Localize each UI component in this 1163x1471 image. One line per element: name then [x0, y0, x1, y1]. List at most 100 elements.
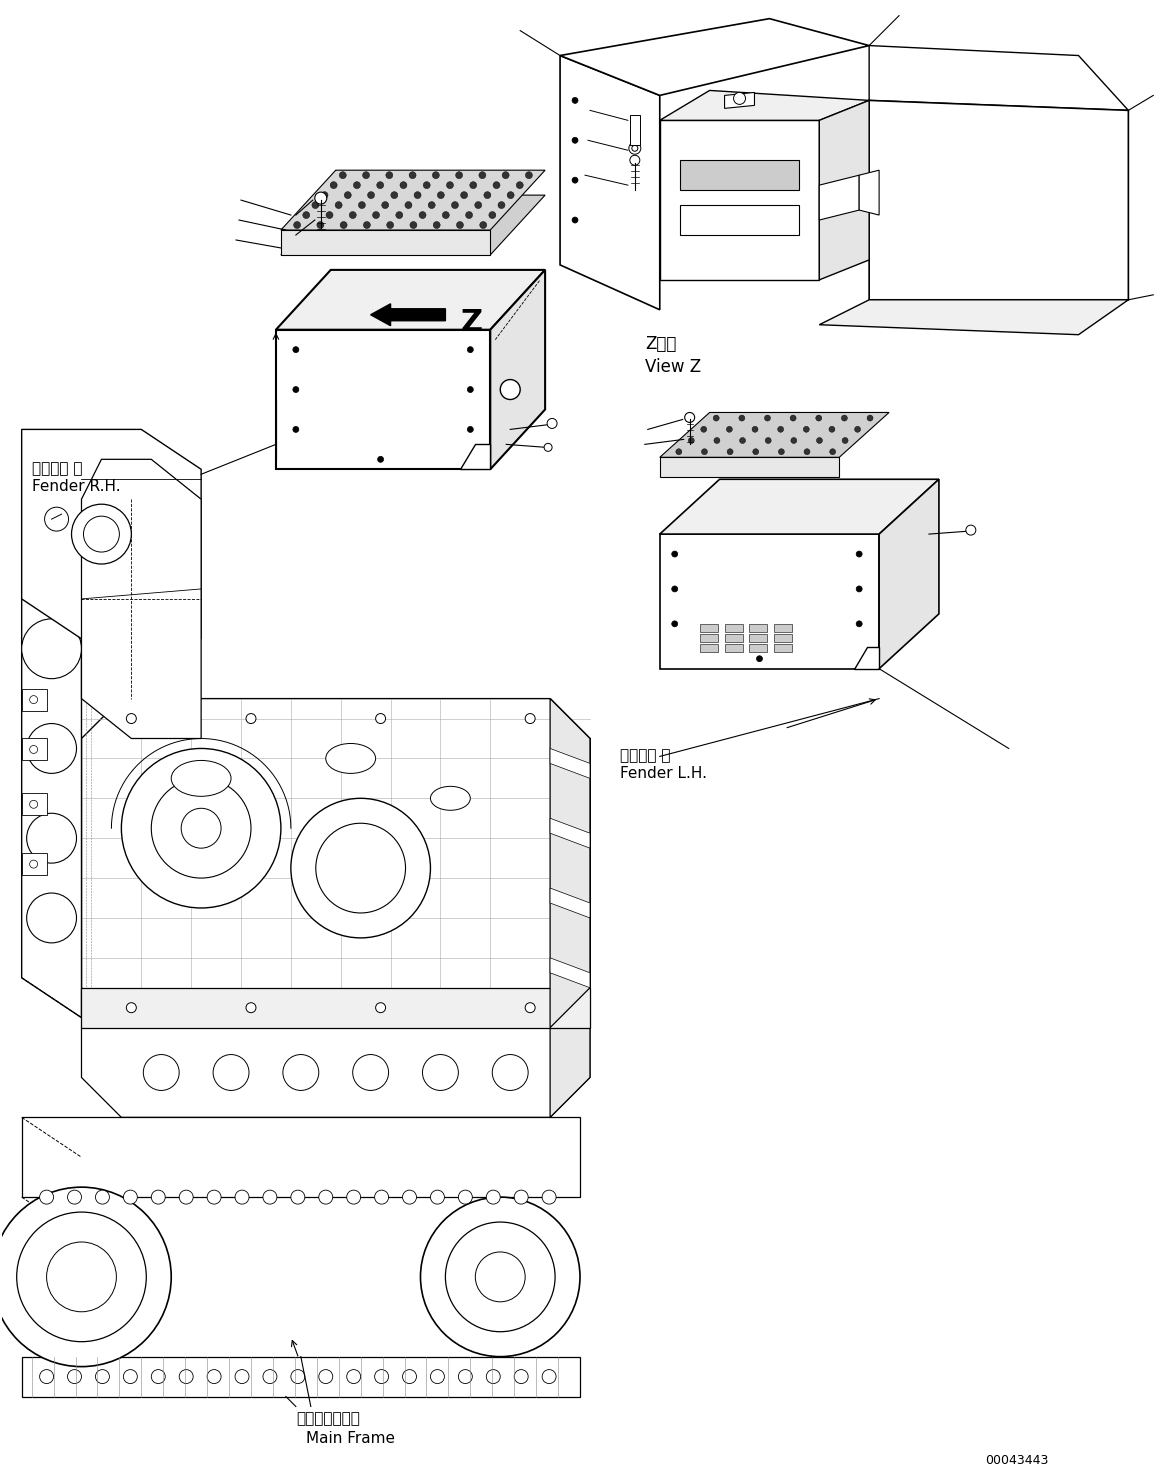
Circle shape [330, 181, 337, 188]
Circle shape [841, 415, 848, 421]
Circle shape [316, 228, 324, 235]
Circle shape [414, 191, 421, 199]
Circle shape [572, 177, 578, 184]
Circle shape [376, 1003, 386, 1012]
Circle shape [29, 746, 37, 753]
Circle shape [493, 181, 500, 188]
Circle shape [326, 212, 333, 219]
Circle shape [433, 222, 440, 228]
Polygon shape [679, 160, 799, 190]
Circle shape [127, 713, 136, 724]
Circle shape [354, 181, 361, 188]
Circle shape [293, 427, 299, 432]
Circle shape [468, 387, 473, 393]
Circle shape [516, 181, 523, 188]
Circle shape [507, 191, 514, 199]
Circle shape [713, 415, 719, 421]
Circle shape [235, 1190, 249, 1205]
Polygon shape [550, 888, 590, 918]
Ellipse shape [430, 787, 470, 811]
Circle shape [514, 1190, 528, 1205]
Circle shape [778, 427, 784, 432]
Circle shape [84, 516, 120, 552]
Circle shape [456, 172, 463, 178]
Polygon shape [281, 196, 545, 254]
Circle shape [143, 1055, 179, 1090]
Polygon shape [659, 90, 869, 121]
Circle shape [363, 172, 370, 178]
Circle shape [207, 1370, 221, 1384]
Circle shape [428, 202, 435, 209]
Circle shape [386, 222, 393, 228]
Circle shape [207, 1190, 221, 1205]
Polygon shape [630, 115, 640, 146]
Polygon shape [491, 269, 545, 469]
Polygon shape [725, 634, 742, 641]
Polygon shape [276, 269, 545, 330]
Polygon shape [81, 699, 590, 1028]
Polygon shape [659, 534, 879, 669]
Circle shape [421, 1197, 580, 1356]
Circle shape [544, 443, 552, 452]
Circle shape [437, 191, 444, 199]
Circle shape [856, 621, 862, 627]
Circle shape [632, 146, 637, 152]
Circle shape [739, 415, 744, 421]
Circle shape [319, 1370, 333, 1384]
Polygon shape [550, 958, 590, 987]
Circle shape [465, 212, 472, 219]
Circle shape [247, 1003, 256, 1012]
Polygon shape [276, 330, 491, 469]
Circle shape [179, 1190, 193, 1205]
Circle shape [492, 1055, 528, 1090]
Circle shape [314, 225, 328, 238]
Circle shape [293, 222, 300, 228]
Circle shape [479, 172, 486, 178]
Circle shape [672, 621, 678, 627]
Polygon shape [659, 457, 840, 477]
Polygon shape [550, 818, 590, 849]
Circle shape [752, 427, 758, 432]
Circle shape [484, 191, 491, 199]
Polygon shape [22, 688, 47, 710]
Circle shape [315, 193, 327, 204]
Circle shape [47, 1242, 116, 1312]
Circle shape [95, 1370, 109, 1384]
Polygon shape [561, 19, 869, 96]
Polygon shape [749, 644, 768, 652]
Polygon shape [700, 644, 718, 652]
Circle shape [358, 202, 365, 209]
Circle shape [235, 1370, 249, 1384]
Polygon shape [22, 430, 201, 638]
Circle shape [842, 437, 848, 443]
Circle shape [263, 1190, 277, 1205]
Circle shape [829, 427, 835, 432]
Circle shape [685, 412, 694, 422]
Circle shape [547, 418, 557, 428]
Circle shape [423, 181, 430, 188]
Circle shape [676, 449, 682, 455]
Polygon shape [81, 459, 201, 738]
Circle shape [458, 1370, 472, 1384]
Circle shape [377, 181, 384, 188]
Circle shape [791, 437, 797, 443]
Circle shape [790, 415, 797, 421]
Circle shape [572, 137, 578, 143]
Circle shape [488, 212, 495, 219]
Circle shape [542, 1370, 556, 1384]
Circle shape [372, 212, 379, 219]
Circle shape [764, 415, 770, 421]
Circle shape [829, 449, 836, 455]
Circle shape [430, 1190, 444, 1205]
Circle shape [312, 202, 319, 209]
Polygon shape [679, 204, 799, 235]
Polygon shape [550, 749, 590, 778]
Circle shape [756, 656, 763, 662]
Circle shape [701, 449, 707, 455]
Polygon shape [659, 121, 819, 279]
Circle shape [479, 222, 486, 228]
Circle shape [816, 437, 822, 443]
Circle shape [629, 143, 641, 154]
Circle shape [868, 415, 873, 421]
Circle shape [340, 222, 347, 228]
